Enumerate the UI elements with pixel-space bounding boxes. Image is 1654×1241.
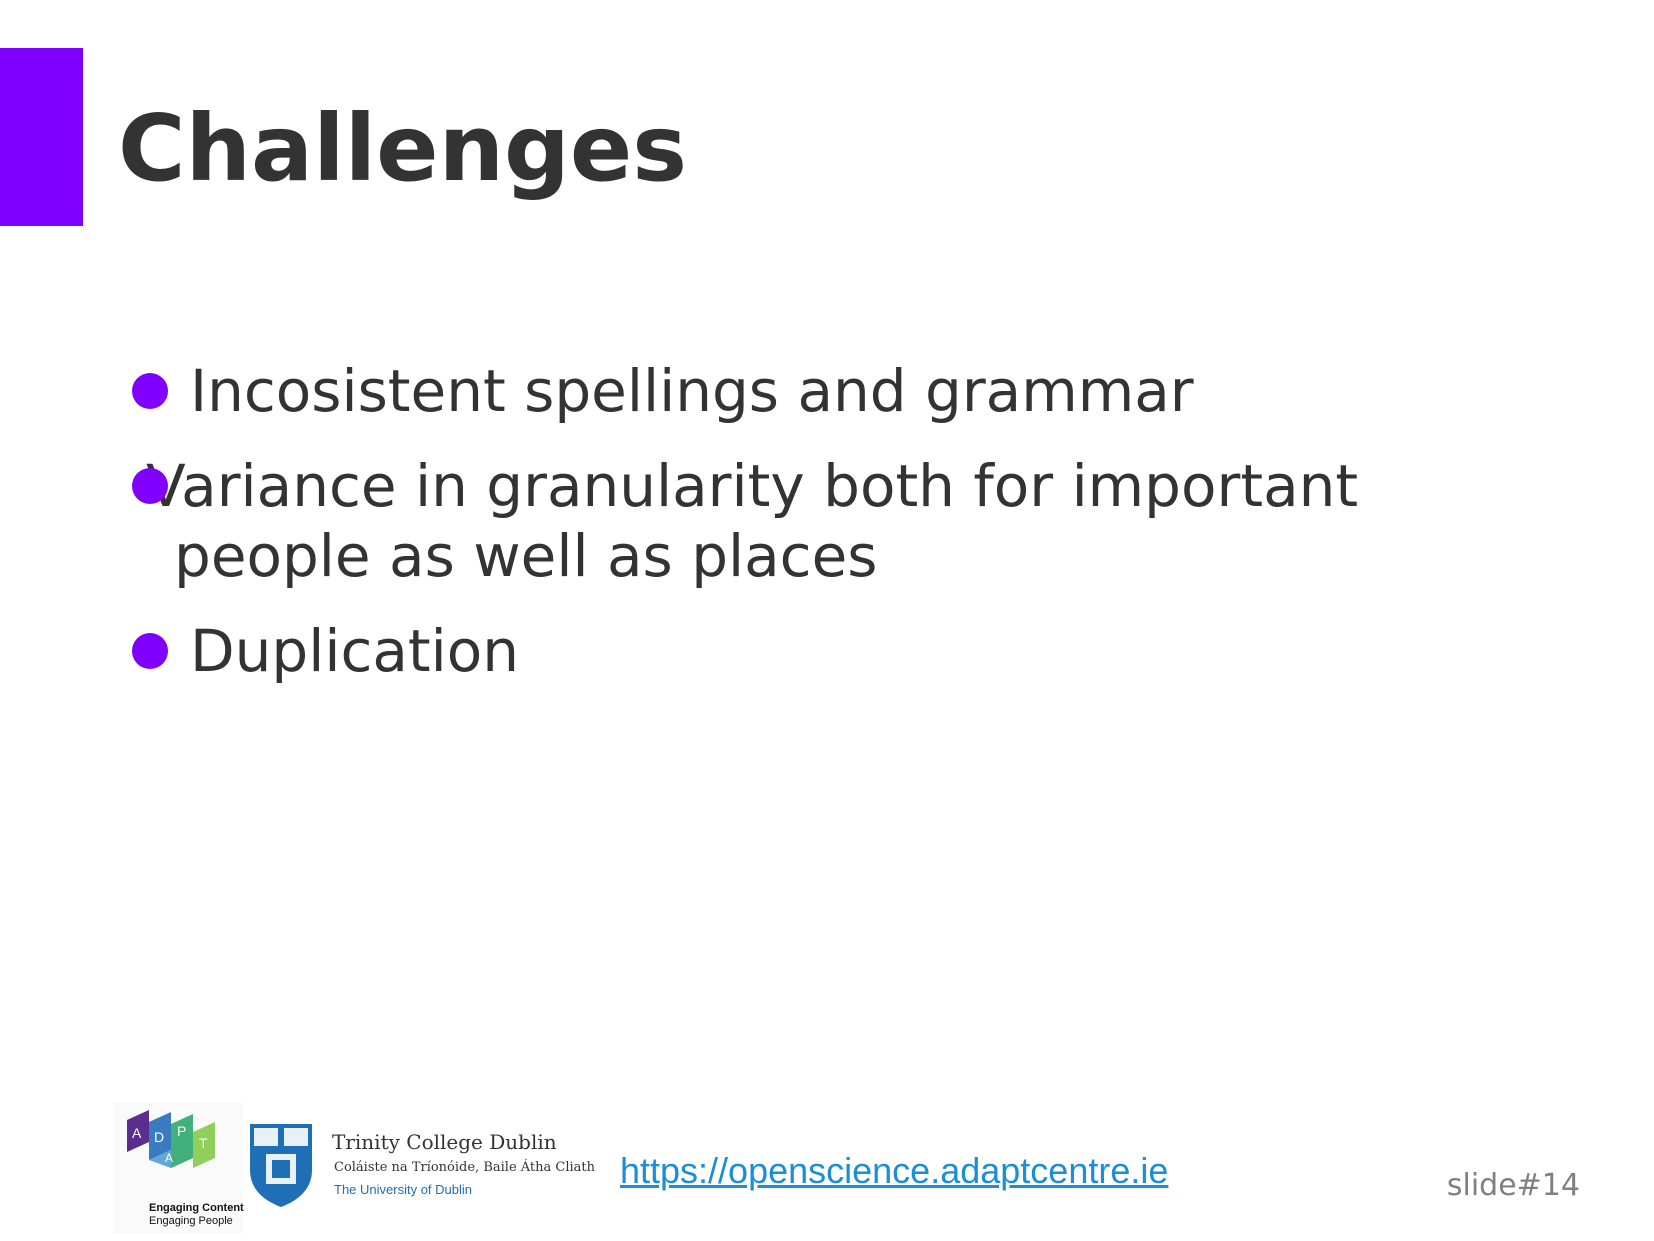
slide-title: Challenges (118, 95, 688, 202)
svg-text:D: D (154, 1129, 164, 1145)
bullet-dot-icon (132, 373, 168, 409)
bullet-text: Duplication (190, 617, 519, 685)
svg-text:P: P (177, 1123, 186, 1139)
adapt-logo-mark-icon: A D A P T (127, 1110, 215, 1168)
tcd-subtitle: The University of Dublin (334, 1182, 472, 1197)
tcd-name: Trinity College Dublin (332, 1130, 557, 1154)
bullet-item: Duplication (130, 616, 1550, 686)
tcd-logo: Trinity College Dublin Coláiste na Tríon… (248, 1122, 595, 1218)
openscience-link[interactable]: https://openscience.adaptcentre.ie (620, 1150, 1169, 1191)
bullet-text: Incosistent spellings and grammar (190, 357, 1194, 425)
title-accent-bar (0, 48, 83, 226)
tcd-irish-name: Coláiste na Tríonóide, Baile Átha Cliath (334, 1160, 596, 1175)
svg-text:A: A (165, 1151, 173, 1165)
bullet-item: Incosistent spellings and grammar (130, 356, 1550, 426)
adapt-logo: A D A P T Engaging Content Engaging Peop… (113, 1102, 244, 1234)
bullet-dot-icon (132, 468, 168, 504)
bullet-list: Incosistent spellings and grammar Varian… (130, 356, 1550, 711)
tcd-crest-icon (250, 1124, 312, 1207)
adapt-caption-line2: Engaging People (149, 1215, 233, 1227)
svg-text:A: A (132, 1125, 142, 1141)
svg-text:T: T (199, 1135, 208, 1151)
slide-number: slide#14 (1446, 1168, 1580, 1203)
bullet-item: Variance in granularity both for importa… (130, 451, 1550, 591)
bullet-text: Variance in granularity both for importa… (146, 452, 1359, 590)
adapt-caption-line1: Engaging Content (149, 1202, 244, 1214)
bullet-dot-icon (132, 633, 168, 669)
